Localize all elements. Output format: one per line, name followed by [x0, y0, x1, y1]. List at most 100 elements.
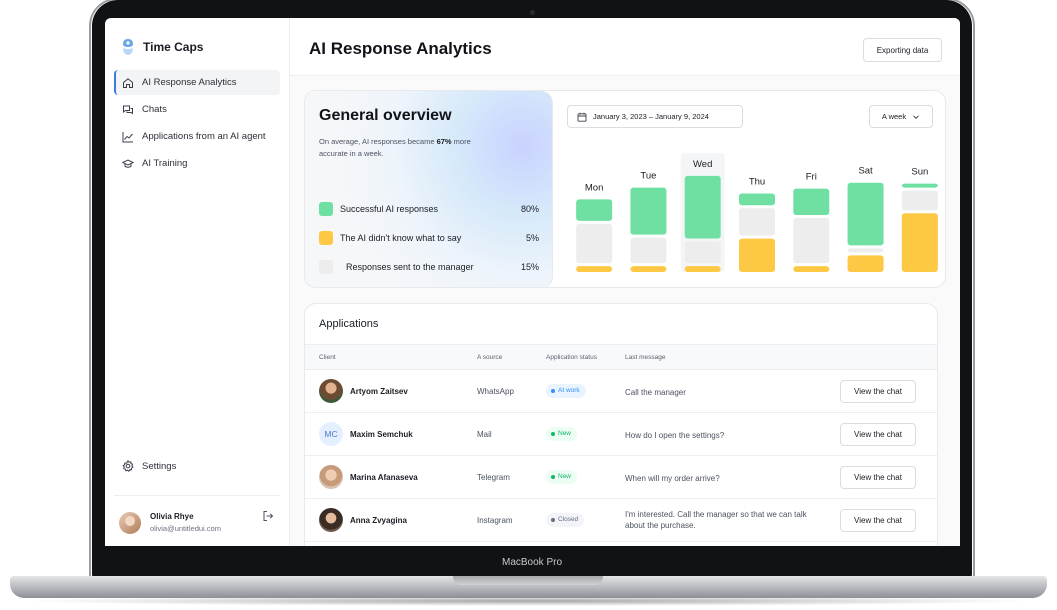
sidebar-item-label: Chats	[142, 104, 167, 115]
view-chat-button[interactable]: View the chat	[840, 380, 916, 403]
bar-fri-successful-ai-responses[interactable]	[793, 188, 830, 216]
client-name: Marina Afanaseva	[350, 473, 418, 482]
overview-summary: General overview On average, AI response…	[305, 91, 553, 287]
legend-sent-to-manager: Responses sent to the manager 15%	[319, 259, 539, 275]
bar-thu-the-ai-didn-t-know-what-to-say[interactable]	[739, 238, 775, 272]
laptop-shadow	[20, 596, 1037, 606]
table-row[interactable]: Marina Afanaseva Telegram New When will …	[305, 456, 937, 499]
date-range-picker[interactable]: January 3, 2023 – January 9, 2024	[567, 105, 743, 128]
column-status[interactable]: Application status	[546, 354, 597, 361]
trend-chart-icon	[122, 131, 133, 142]
sidebar-item-chats[interactable]: Chats	[114, 97, 280, 122]
client-name: Artyom Zaitsev	[350, 387, 408, 396]
last-message: I'm interested. Call the manager so that…	[625, 510, 807, 530]
brand[interactable]: Time Caps	[121, 38, 203, 56]
user-email: olivia@untitledui.com	[150, 524, 221, 533]
bar-sat-successful-ai-responses[interactable]	[847, 182, 884, 246]
client-source: WhatsApp	[477, 387, 514, 396]
chat-bubbles-icon	[123, 105, 133, 114]
day-label-thu: Thu	[749, 176, 765, 187]
legend-value: 15%	[520, 262, 539, 272]
page-title: AI Response Analytics	[309, 39, 492, 58]
bar-sun-successful-ai-responses[interactable]	[901, 183, 938, 188]
graduation-cap-icon	[122, 158, 134, 168]
sidebar-item-ai-response-analytics[interactable]: AI Response Analytics	[114, 70, 280, 95]
column-source[interactable]: A source	[477, 354, 503, 361]
subtitle-suffix: more accurate in a week.	[319, 137, 471, 158]
laptop-base	[10, 576, 1047, 598]
legend-didnt-know: The AI didn't know what to say 5%	[319, 230, 539, 246]
subtitle-highlight: 67%	[436, 137, 452, 146]
bar-tue-the-ai-didn-t-know-what-to-say[interactable]	[630, 266, 667, 272]
time-caps-logo-icon	[123, 39, 133, 55]
bar-thu-successful-ai-responses[interactable]	[739, 193, 775, 206]
bar-sat-responses-sent-to-the-manager[interactable]	[847, 248, 884, 253]
period-select[interactable]: A week	[869, 105, 933, 128]
legend-label: The AI didn't know what to say	[340, 233, 462, 243]
logout-icon[interactable]	[262, 510, 274, 522]
applications-title: Applications	[319, 318, 379, 330]
legend-label: Successful AI responses	[340, 204, 439, 214]
bar-wed-successful-ai-responses[interactable]	[684, 175, 721, 239]
status-badge: Closed	[546, 513, 585, 527]
bar-wed-the-ai-didn-t-know-what-to-say[interactable]	[684, 266, 721, 272]
export-data-button[interactable]: Exporting data	[863, 38, 942, 62]
last-message: When will my order arrive?	[625, 474, 720, 483]
bar-tue-successful-ai-responses[interactable]	[630, 187, 667, 235]
bar-wed-responses-sent-to-the-manager[interactable]	[684, 241, 721, 264]
legend-value: 80%	[520, 204, 539, 214]
sidebar-item-ai-training[interactable]: AI Training	[114, 151, 280, 176]
user-profile: Olivia Rhye olivia@untitledui.com	[114, 495, 280, 546]
status-badge: At work	[546, 384, 586, 398]
day-label-sat: Sat	[858, 166, 873, 177]
table-row[interactable]: MC Maxim Semchuk Mail New How do I open …	[305, 413, 937, 456]
view-chat-button[interactable]: View the chat	[840, 509, 916, 532]
day-label-mon: Mon	[585, 182, 603, 193]
bar-thu-responses-sent-to-the-manager[interactable]	[739, 208, 775, 236]
day-label-fri: Fri	[806, 172, 817, 183]
sidebar-nav: AI Response Analytics Chats Applications…	[114, 70, 280, 178]
brand-name: Time Caps	[143, 40, 204, 54]
sidebar-item-label: AI Training	[142, 158, 188, 169]
user-name: Olivia Rhye	[150, 512, 194, 521]
column-last-message[interactable]: Last message	[625, 354, 666, 361]
legend-label: Responses sent to the manager	[346, 262, 474, 272]
status-badge: New	[546, 470, 578, 484]
gear-icon	[122, 460, 134, 472]
general-overview-card: General overview On average, AI response…	[304, 90, 946, 288]
day-label-tue: Tue	[640, 171, 656, 182]
bar-sun-the-ai-didn-t-know-what-to-say[interactable]	[901, 213, 938, 272]
bar-fri-the-ai-didn-t-know-what-to-say[interactable]	[793, 266, 830, 272]
chevron-down-icon	[913, 114, 919, 119]
status-badge: New	[546, 427, 578, 441]
view-chat-button[interactable]: View the chat	[840, 423, 916, 446]
sidebar-item-label: AI Response Analytics	[142, 77, 237, 88]
bar-mon-the-ai-didn-t-know-what-to-say[interactable]	[576, 266, 613, 272]
table-row[interactable]: Artyom Zaitsev WhatsApp At work Call the…	[305, 370, 937, 413]
last-message: How do I open the settings?	[625, 431, 725, 440]
webcam	[530, 10, 535, 15]
overview-subtitle: On average, AI responses became 67% more…	[319, 136, 499, 160]
applications-card: Applications Client A source Application…	[304, 303, 938, 546]
sidebar-item-settings[interactable]: Settings	[122, 460, 176, 472]
avatar[interactable]	[119, 512, 141, 534]
bar-fri-responses-sent-to-the-manager[interactable]	[793, 218, 830, 264]
bar-sat-the-ai-didn-t-know-what-to-say[interactable]	[847, 255, 884, 272]
bar-sun-responses-sent-to-the-manager[interactable]	[901, 190, 938, 211]
main-content: AI Response Analytics Exporting data Gen…	[290, 18, 960, 546]
table-row[interactable]: Anna Zvyagina Instagram Closed I'm inter…	[305, 499, 937, 542]
client-avatar	[319, 508, 343, 532]
sidebar-item-applications[interactable]: Applications from an AI agent	[114, 124, 280, 149]
legend-swatch	[319, 231, 333, 245]
applications-table-header: Client A source Application status Last …	[305, 344, 937, 370]
bar-mon-successful-ai-responses[interactable]	[576, 199, 613, 221]
legend-swatch	[319, 260, 333, 274]
legend-swatch	[319, 202, 333, 216]
bar-mon-responses-sent-to-the-manager[interactable]	[576, 223, 613, 264]
date-range-text: January 3, 2023 – January 9, 2024	[593, 112, 709, 121]
view-chat-button[interactable]: View the chat	[840, 466, 916, 489]
client-source: Mail	[477, 430, 492, 439]
column-client[interactable]: Client	[319, 354, 336, 361]
legend-successful: Successful AI responses 80%	[319, 201, 539, 217]
bar-tue-responses-sent-to-the-manager[interactable]	[630, 237, 667, 264]
